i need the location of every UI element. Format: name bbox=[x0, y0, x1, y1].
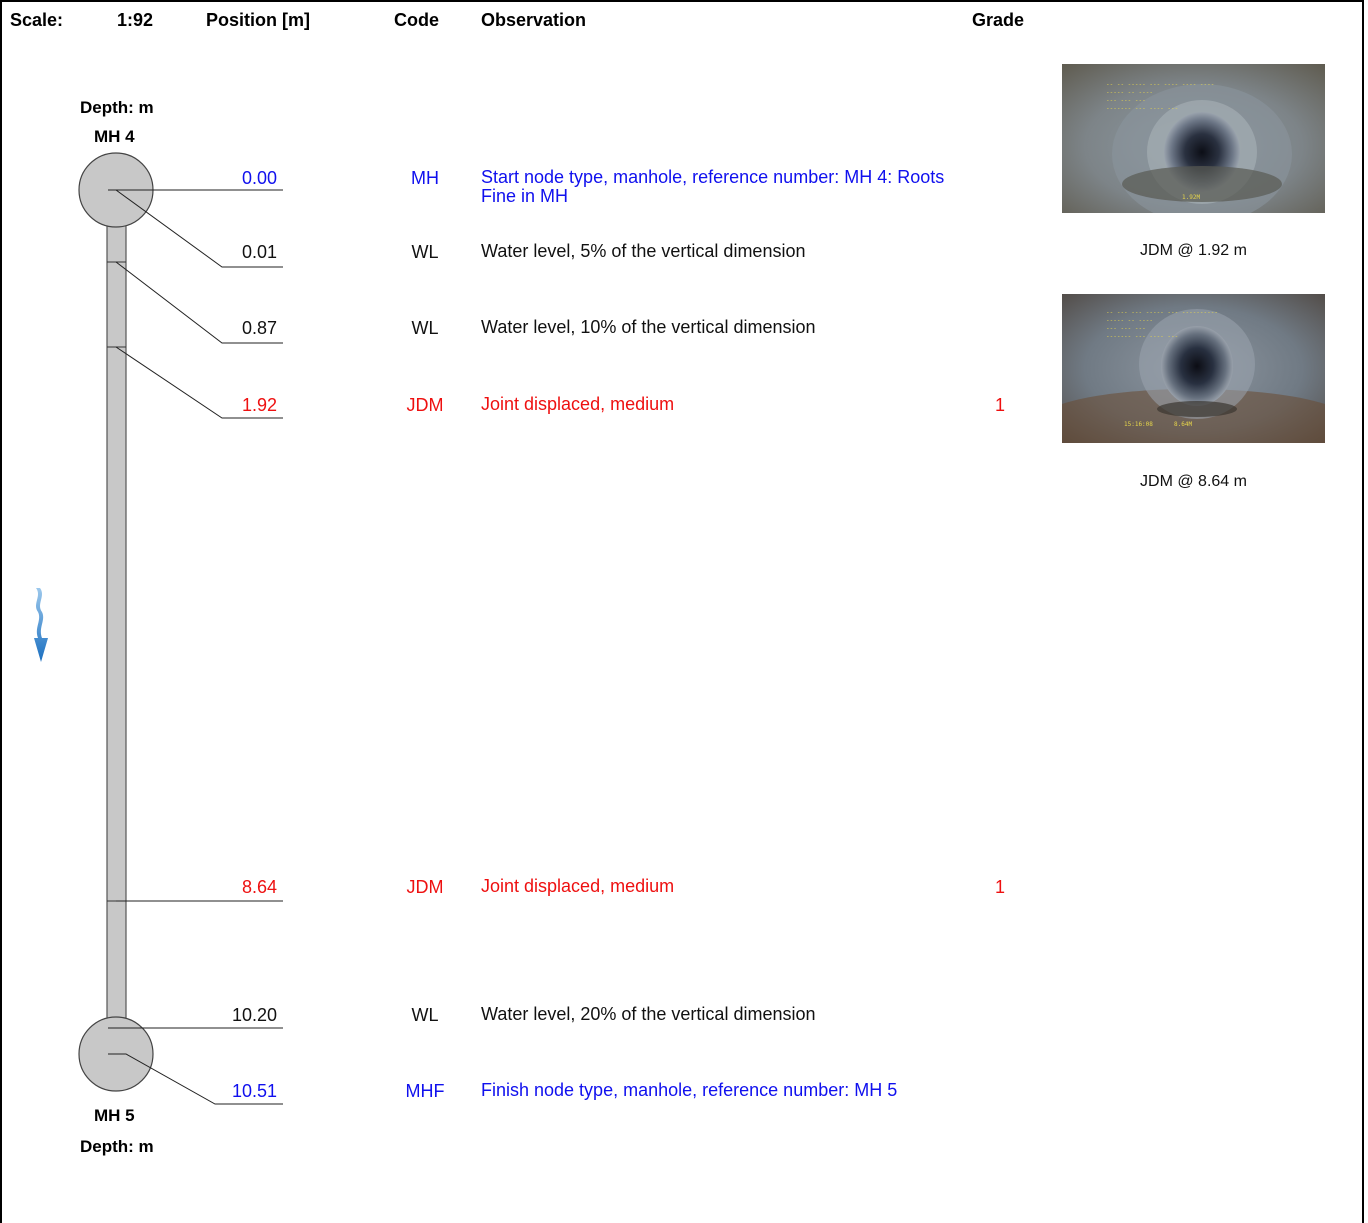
code-value: WL bbox=[411, 318, 439, 338]
observation-text: Water level, 20% of the vertical dimensi… bbox=[481, 1004, 816, 1024]
end-node-name: MH 5 bbox=[94, 1106, 135, 1125]
leader-line bbox=[115, 261, 283, 344]
leader-line bbox=[108, 1053, 283, 1105]
pipe-segment bbox=[106, 199, 127, 1051]
photo-caption: JDM @ 8.64 m bbox=[1140, 473, 1247, 490]
code-value: WL bbox=[411, 242, 439, 262]
scale-value: 1:92 bbox=[117, 10, 154, 30]
photo-caption: JDM @ 1.92 m bbox=[1140, 242, 1247, 259]
svg-text:--- --- ---: --- --- --- bbox=[1106, 97, 1146, 104]
code-value: MHF bbox=[405, 1081, 445, 1101]
pipe-interior-image: -- -- ----- --- ---- ---- ---- ----- -- … bbox=[1062, 64, 1325, 213]
grade-value: 1 bbox=[994, 877, 1005, 897]
photo-overlay-distance: 8.64M bbox=[1174, 421, 1192, 428]
grade-value: 1 bbox=[994, 395, 1005, 415]
flow-direction-arrow-icon bbox=[34, 588, 48, 662]
observation-text: Water level, 10% of the vertical dimensi… bbox=[481, 317, 816, 337]
code-value: MH bbox=[411, 168, 439, 188]
start-node-depth: Depth: m bbox=[80, 98, 154, 117]
code-header: Code bbox=[394, 10, 439, 30]
position-value: 0.87 bbox=[241, 318, 277, 338]
code-value: WL bbox=[411, 1005, 439, 1025]
scale-label: Scale: bbox=[10, 10, 64, 30]
observation-header: Observation bbox=[481, 10, 587, 30]
code-value: JDM bbox=[406, 395, 444, 415]
position-header: Position [m] bbox=[206, 10, 310, 30]
photo-overlay-distance: 1.92M bbox=[1182, 194, 1200, 201]
observation-text: Joint displaced, medium bbox=[481, 876, 675, 896]
svg-text:----- -- ----: ----- -- ---- bbox=[1106, 317, 1153, 324]
observation-text: Finish node type, manhole, reference num… bbox=[481, 1080, 898, 1100]
observation-text: Joint displaced, medium bbox=[481, 394, 675, 414]
start-node-name: MH 4 bbox=[94, 127, 135, 146]
leader-line bbox=[115, 189, 283, 268]
leader-line bbox=[115, 346, 283, 419]
code-value: JDM bbox=[406, 877, 444, 897]
pipe-interior-image: -- --- --- ----- --- ---------- ----- --… bbox=[1062, 294, 1325, 443]
observation-text: Water level, 5% of the vertical dimensio… bbox=[481, 241, 806, 261]
svg-text:-- --- --- ----- --- ---------: -- --- --- ----- --- ---------- bbox=[1106, 309, 1218, 316]
position-value: 8.64 bbox=[241, 877, 277, 897]
photo-overlay-time: 15:16:08 bbox=[1124, 421, 1153, 428]
position-value: 10.51 bbox=[231, 1081, 277, 1101]
position-value: 1.92 bbox=[241, 395, 277, 415]
svg-text:--- --- ---: --- --- --- bbox=[1106, 325, 1146, 332]
position-value: 0.00 bbox=[241, 168, 277, 188]
position-value: 0.01 bbox=[241, 242, 277, 262]
position-value: 10.20 bbox=[231, 1005, 277, 1025]
svg-text:-- -- ----- --- ---- ---- ----: -- -- ----- --- ---- ---- ---- bbox=[1106, 81, 1214, 88]
defect-photo[interactable]: -- --- --- ----- --- ---------- ----- --… bbox=[1062, 294, 1325, 443]
defect-photo[interactable]: -- -- ----- --- ---- ---- ---- ----- -- … bbox=[1062, 64, 1325, 213]
observation-text: Start node type, manhole, reference numb… bbox=[481, 167, 945, 206]
end-node-depth: Depth: m bbox=[80, 1137, 154, 1156]
svg-text:----- -- ----: ----- -- ---- bbox=[1106, 89, 1153, 96]
svg-text:------- --- ---- ---: ------- --- ---- --- bbox=[1106, 333, 1178, 340]
grade-header: Grade bbox=[972, 10, 1025, 30]
svg-text:------- --- ---- ---: ------- --- ---- --- bbox=[1106, 105, 1178, 112]
